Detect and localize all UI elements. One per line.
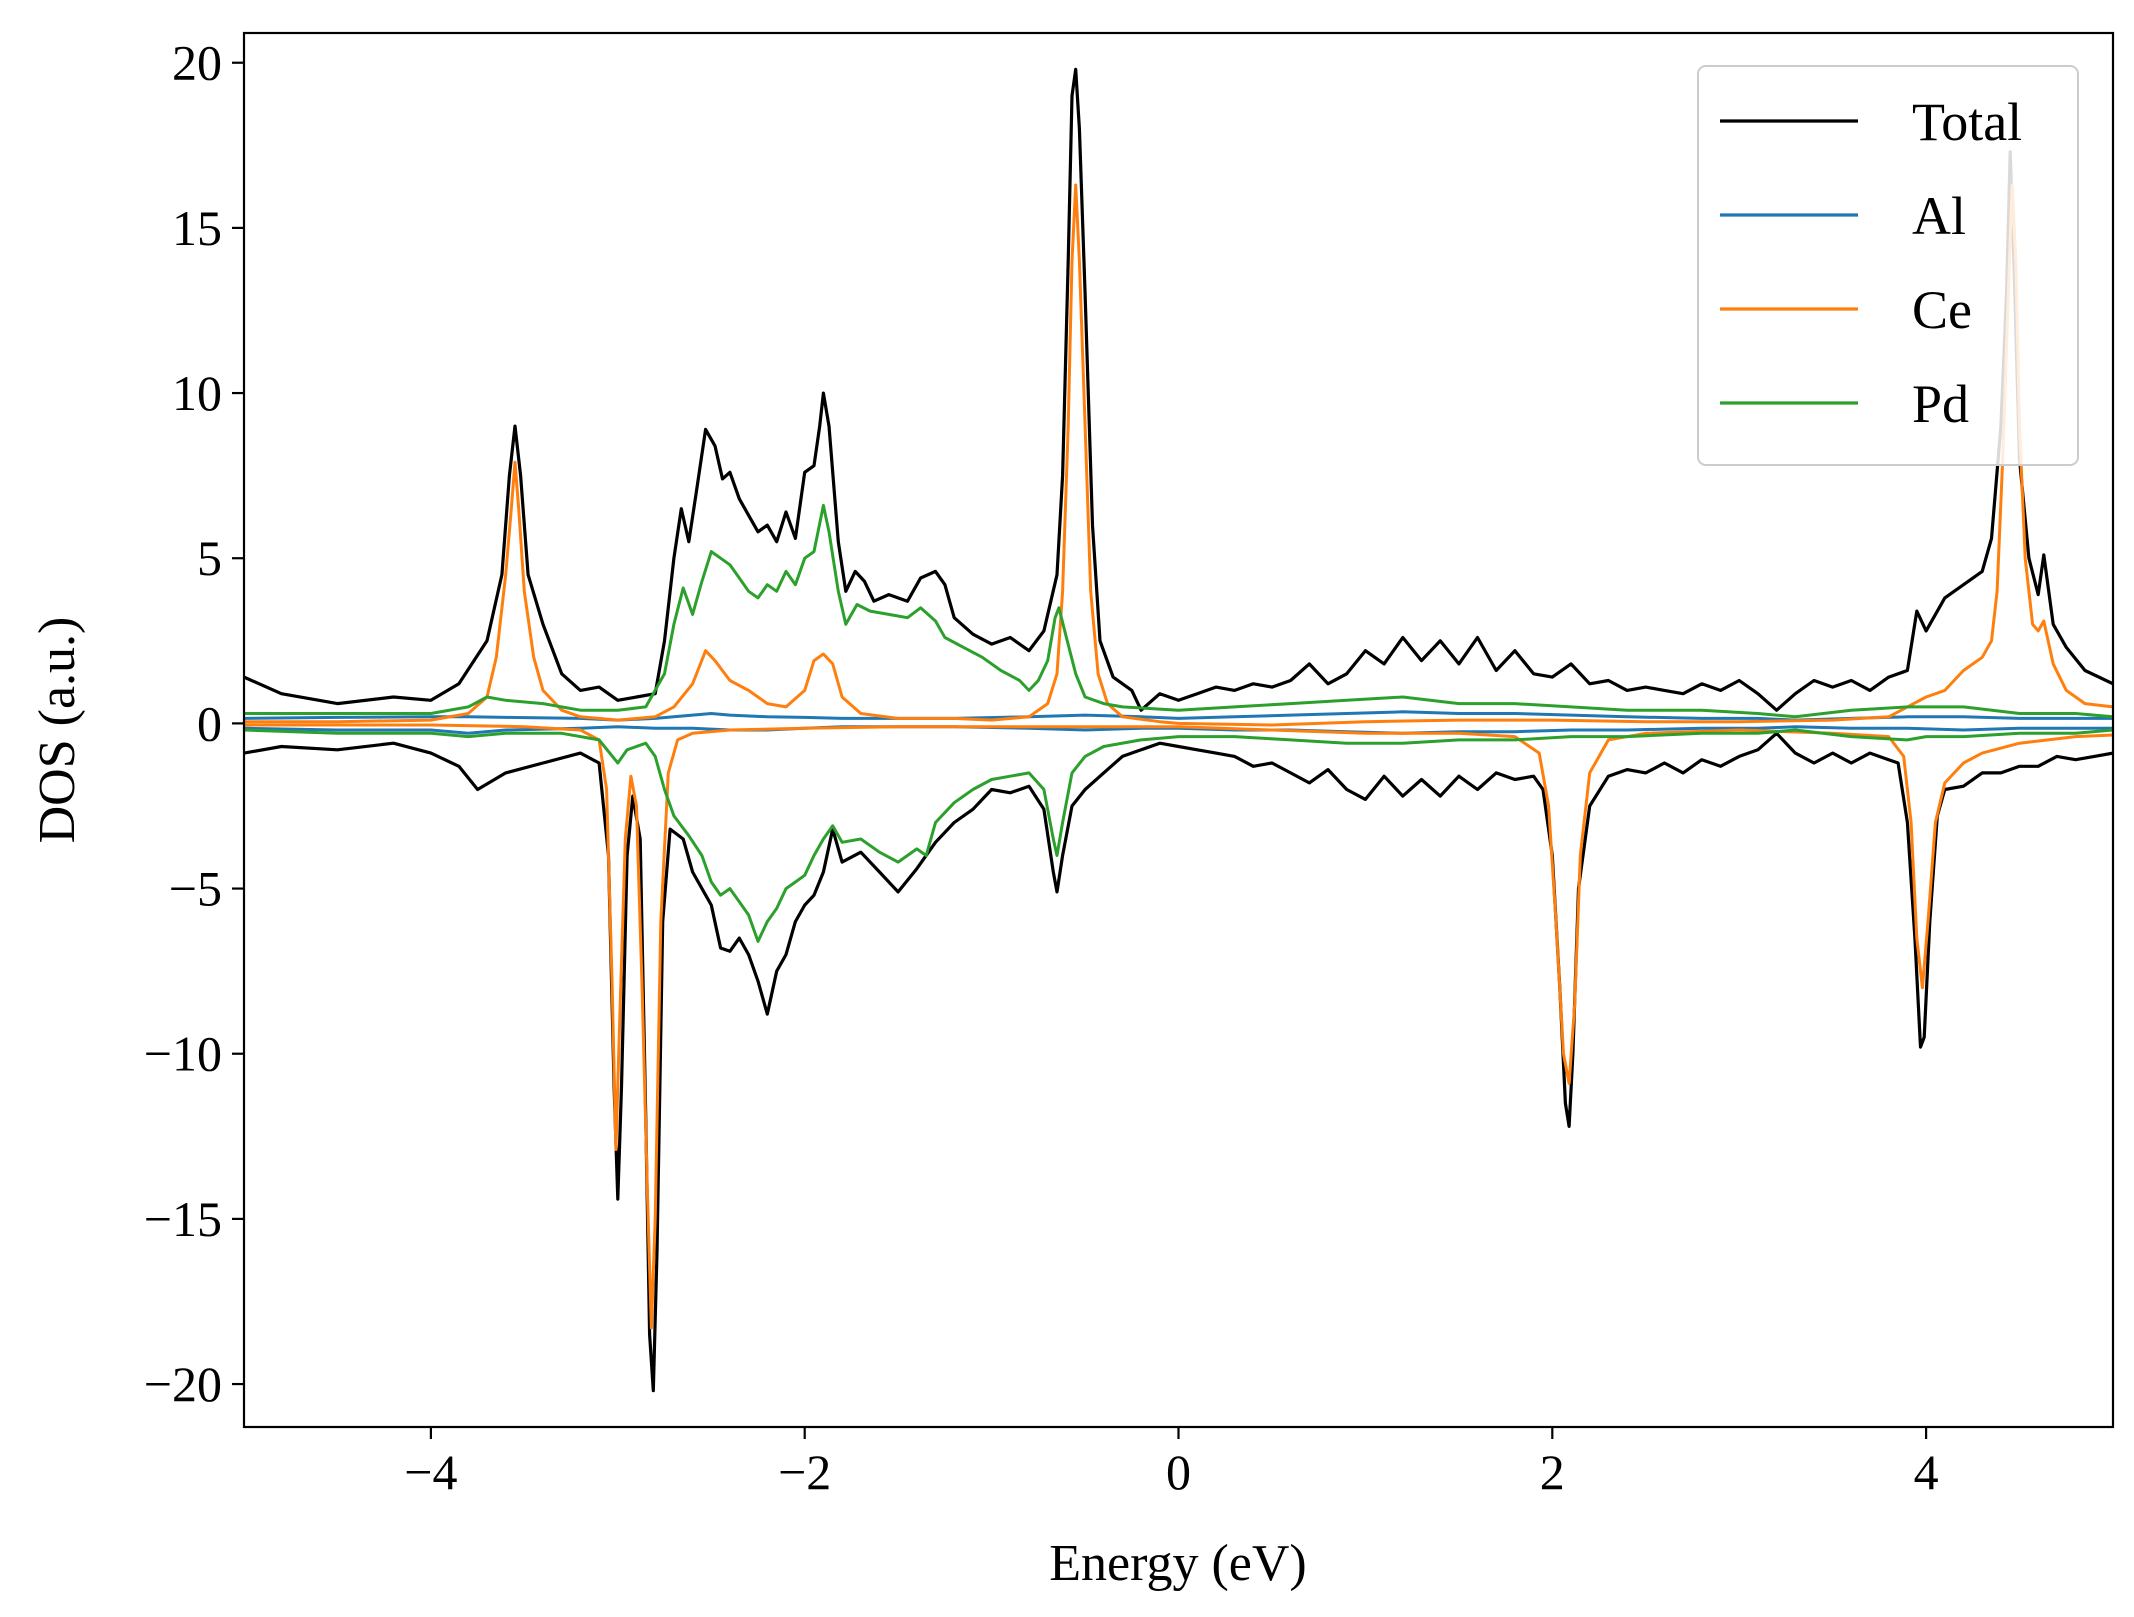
series-layer <box>244 67 2113 1393</box>
series-line-ce-spin-down <box>244 723 2113 1330</box>
x-tick-label: −4 <box>404 1444 457 1500</box>
legend: Total Al Ce Pd <box>1697 65 2079 466</box>
y-tick-label: 20 <box>172 35 222 91</box>
y-axis-ticks: −20 −15 −10 −5 0 5 10 15 20 <box>144 35 244 1412</box>
legend-box <box>1697 65 2079 466</box>
legend-label-ce: Ce <box>1912 280 1972 340</box>
x-tick-label: −2 <box>778 1444 831 1500</box>
legend-items: Total Al Ce Pd <box>1720 92 2022 434</box>
legend-label-al: Al <box>1912 186 1966 246</box>
x-tick-label: 4 <box>1914 1444 1939 1500</box>
series-line-total-spin-down <box>244 731 2113 1393</box>
x-axis-ticks: −4 −2 0 2 4 <box>404 1427 1939 1500</box>
series-line-total-spin-up <box>244 67 2113 712</box>
x-tick-label: 0 <box>1166 1444 1191 1500</box>
y-tick-label: −5 <box>169 861 222 917</box>
y-axis-label: DOS (a.u.) <box>29 617 86 844</box>
legend-label-total: Total <box>1912 92 2022 152</box>
y-tick-label: −20 <box>144 1356 222 1412</box>
legend-label-pd: Pd <box>1912 374 1969 434</box>
x-tick-label: 2 <box>1540 1444 1565 1500</box>
y-tick-label: −15 <box>144 1191 222 1247</box>
x-axis-label: Energy (eV) <box>1049 1535 1307 1592</box>
y-tick-label: 5 <box>197 530 222 586</box>
series-line-pd-spin-up <box>244 503 2113 719</box>
series-line-pd-spin-down <box>244 728 2113 943</box>
y-tick-label: 0 <box>197 695 222 751</box>
series-line-ce-spin-up <box>244 183 2113 727</box>
y-tick-label: 15 <box>172 200 222 256</box>
y-tick-label: 10 <box>172 365 222 421</box>
series-line-al-spin-down <box>244 725 2113 735</box>
y-tick-label: −10 <box>144 1026 222 1082</box>
